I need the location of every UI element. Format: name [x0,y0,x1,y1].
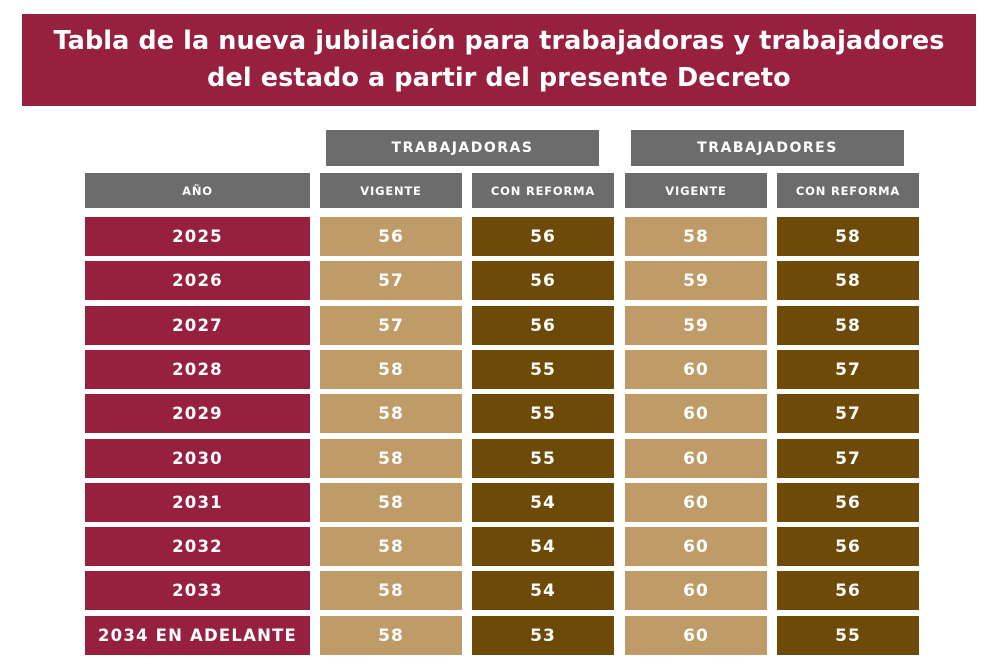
trabajadoras-vigente-cell: 56 [320,217,462,256]
trabajadoras-vigente-cell: 58 [320,394,462,433]
trabajadoras-reforma-cell: 55 [472,350,614,389]
trabajadoras-reforma-cell: 55 [472,439,614,478]
group-header-trabajadores: TRABAJADORES [631,130,904,166]
year-cell: 2027 [85,306,310,345]
year-cell: 2032 [85,527,310,566]
trabajadores-reforma-cell: 57 [777,439,919,478]
year-cell: 2026 [85,261,310,300]
trabajadores-reforma-cell: 55 [777,616,919,655]
trabajadoras-reforma-cell: 56 [472,217,614,256]
trabajadores-vigente-cell: 58 [625,217,767,256]
trabajadoras-vigente-cell: 58 [320,350,462,389]
trabajadores-vigente-cell: 60 [625,571,767,610]
year-cell: 2028 [85,350,310,389]
trabajadores-reforma-cell: 58 [777,306,919,345]
trabajadores-vigente-cell: 59 [625,261,767,300]
trabajadores-vigente-cell: 59 [625,306,767,345]
year-cell: 2031 [85,483,310,522]
column-header-trabajadores-reforma: CON REFORMA [777,173,919,208]
trabajadores-reforma-cell: 56 [777,483,919,522]
trabajadores-vigente-cell: 60 [625,439,767,478]
trabajadoras-vigente-cell: 58 [320,483,462,522]
trabajadoras-reforma-cell: 54 [472,571,614,610]
trabajadores-vigente-cell: 60 [625,483,767,522]
trabajadores-vigente-cell: 60 [625,350,767,389]
trabajadores-reforma-cell: 57 [777,394,919,433]
year-cell: 2033 [85,571,310,610]
trabajadores-vigente-cell: 60 [625,527,767,566]
trabajadoras-vigente-cell: 57 [320,306,462,345]
trabajadores-reforma-cell: 56 [777,527,919,566]
column-header-year: AÑO [85,173,310,208]
group-header-trabajadoras: TRABAJADORAS [326,130,599,166]
trabajadoras-reforma-cell: 55 [472,394,614,433]
trabajadoras-vigente-cell: 58 [320,571,462,610]
trabajadoras-reforma-cell: 56 [472,306,614,345]
trabajadores-reforma-cell: 58 [777,261,919,300]
trabajadoras-reforma-cell: 54 [472,527,614,566]
column-header-trabajadoras-reforma: CON REFORMA [472,173,614,208]
trabajadoras-reforma-cell: 56 [472,261,614,300]
trabajadores-vigente-cell: 60 [625,616,767,655]
trabajadoras-vigente-cell: 58 [320,616,462,655]
year-cell: 2034 EN ADELANTE [85,616,310,655]
trabajadoras-vigente-cell: 58 [320,527,462,566]
trabajadoras-vigente-cell: 57 [320,261,462,300]
trabajadoras-reforma-cell: 54 [472,483,614,522]
page-title: Tabla de la nueva jubilación para trabaj… [53,26,945,93]
column-header-trabajadoras-vigente: VIGENTE [320,173,462,208]
trabajadoras-reforma-cell: 53 [472,616,614,655]
trabajadores-reforma-cell: 56 [777,571,919,610]
trabajadores-reforma-cell: 58 [777,217,919,256]
year-cell: 2030 [85,439,310,478]
year-cell: 2025 [85,217,310,256]
column-header-trabajadores-vigente: VIGENTE [625,173,767,208]
trabajadores-reforma-cell: 57 [777,350,919,389]
trabajadores-vigente-cell: 60 [625,394,767,433]
year-cell: 2029 [85,394,310,433]
trabajadoras-vigente-cell: 58 [320,439,462,478]
title-banner: Tabla de la nueva jubilación para trabaj… [22,14,976,106]
